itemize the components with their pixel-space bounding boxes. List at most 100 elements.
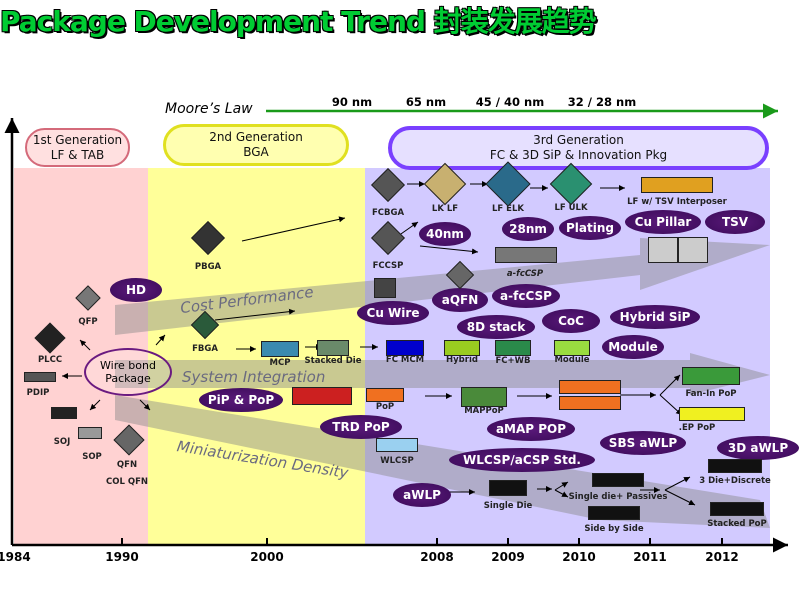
year-label: 2008 (420, 550, 454, 564)
package-label: QFP (78, 317, 98, 327)
technology-oval: SBS aWLP (600, 431, 686, 455)
band-label-system-integration: System Integration (182, 368, 326, 386)
package-image-icon (708, 459, 762, 473)
package-label: Stacked Die (304, 356, 362, 366)
gen1-pill: 1st Generation LF & TAB (25, 128, 130, 167)
year-label: 2009 (491, 550, 525, 564)
technology-oval: TRD PoP (320, 415, 402, 439)
package-label: FCCSP (372, 261, 404, 271)
package-label: .EP PoP (678, 423, 716, 433)
gen1-title: 1st Generation (32, 132, 123, 147)
package-label: FC MCM (385, 355, 425, 365)
package-label: FCBGA (371, 208, 405, 218)
gen3-subtitle: FC & 3D SiP & Innovation Pkg (489, 148, 668, 162)
wire-bond-package-oval: Wire bond Package (84, 348, 172, 396)
package-label: Hybrid (446, 355, 478, 365)
gen1-subtitle: LF & TAB (50, 147, 105, 162)
package-image-icon (366, 388, 404, 402)
package-image-icon (317, 340, 349, 356)
package-label: PDIP (26, 388, 50, 398)
package-image-icon (682, 367, 740, 385)
technology-oval: 8D stack (457, 315, 535, 339)
package-label: FC+WB (495, 356, 531, 366)
package-label: PBGA (194, 262, 222, 272)
wire-bond-package-label: Wire bond Package (100, 359, 156, 385)
technology-oval: 3D aWLP (717, 436, 799, 460)
package-image-icon (386, 340, 424, 356)
technology-oval: Cu Pillar (625, 210, 701, 234)
package-image-icon (679, 407, 745, 421)
miniaturization-band (115, 395, 770, 528)
package-image-icon (374, 278, 396, 298)
package-image-icon (376, 438, 418, 452)
package-label: LK LF (431, 204, 459, 214)
package-image-icon (78, 427, 102, 439)
package-image-icon (559, 380, 621, 394)
package-label: WLCSP (380, 456, 414, 466)
package-label: PoP (375, 402, 395, 412)
gen3-title: 3rd Generation (533, 133, 624, 147)
package-image-icon (461, 387, 507, 407)
package-label: Module (554, 355, 590, 365)
package-label: Side by Side (584, 524, 644, 534)
cost-performance-band (115, 238, 770, 335)
package-image-icon (24, 372, 56, 382)
technology-oval: HD (110, 278, 162, 302)
package-label: SOJ (53, 437, 71, 447)
package-label: MAPPoP (464, 406, 504, 416)
package-image-icon (489, 480, 527, 496)
technology-oval: 28nm (502, 217, 554, 241)
gen2-subtitle: BGA (243, 145, 269, 159)
package-image-icon (495, 247, 557, 263)
package-label: Single Die (483, 501, 533, 511)
package-label: COL QFN (106, 477, 148, 487)
gen2-pill: 2nd Generation BGA (163, 124, 349, 166)
year-label: 2010 (562, 550, 596, 564)
package-label: MCP (269, 358, 291, 368)
technology-oval: Plating (559, 216, 621, 240)
year-label: 2011 (633, 550, 667, 564)
package-image-icon (51, 407, 77, 419)
technology-oval: aMAP POP (487, 417, 575, 441)
package-image-icon (710, 502, 764, 516)
technology-oval: CoC (542, 309, 600, 333)
package-label: Fan-In PoP (685, 389, 737, 399)
process-node-label: 45 / 40 nm (475, 95, 545, 109)
package-image-icon (292, 387, 352, 405)
gen2-title: 2nd Generation (209, 130, 303, 144)
technology-oval: aWLP (393, 483, 451, 507)
gen2-region (148, 168, 365, 545)
year-label: 2012 (705, 550, 739, 564)
package-image-icon (648, 237, 678, 263)
package-image-icon (641, 177, 713, 193)
package-label: a-fcCSP (506, 269, 544, 279)
year-label: 1990 (105, 550, 139, 564)
package-label: LF w/ TSV Interposer (627, 197, 727, 207)
package-label: QFN (116, 460, 138, 470)
package-image-icon (444, 340, 480, 356)
package-image-icon (678, 237, 708, 263)
year-label: 2000 (250, 550, 284, 564)
package-label: Single die+ Passives (568, 492, 668, 502)
process-node-label: 90 nm (331, 95, 373, 109)
package-image-icon (495, 340, 531, 356)
technology-oval: 40nm (419, 222, 471, 246)
technology-oval: WLCSP/aCSP Std. (449, 448, 595, 472)
package-image-icon (592, 473, 644, 487)
package-label: SOP (82, 452, 102, 462)
page-title: Package Development Trend 封装发展趋势 (0, 5, 597, 38)
package-label: LF ULK (554, 203, 588, 213)
moores-law-label: Moore’s Law (165, 101, 253, 117)
technology-oval: aQFN (432, 288, 488, 312)
technology-oval: Module (602, 335, 664, 359)
technology-oval: TSV (705, 210, 765, 234)
technology-oval: a-fcCSP (492, 284, 560, 308)
package-image-icon (554, 340, 590, 356)
package-label: LF ELK (492, 204, 524, 214)
process-node-label: 32 / 28 nm (567, 95, 637, 109)
package-label: 3 Die+Discrete (699, 476, 771, 486)
package-image-icon (261, 341, 299, 357)
year-label: 1984 (0, 550, 31, 564)
technology-oval: PiP & PoP (199, 388, 283, 412)
